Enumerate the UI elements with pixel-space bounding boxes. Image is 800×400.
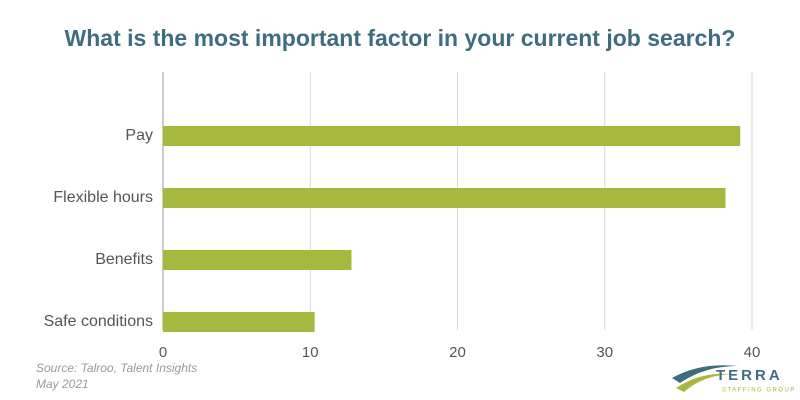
x-tick-label: 20 (449, 344, 466, 361)
bar (163, 126, 741, 146)
x-tick-label: 0 (159, 344, 167, 361)
logo-name: TERRA (716, 367, 783, 384)
y-tick-label: Flexible hours (53, 189, 153, 206)
y-tick-label: Pay (125, 127, 153, 144)
x-tick-label: 40 (744, 344, 761, 361)
logo: TERRA STAFFING GROUP (672, 365, 796, 394)
x-tick-label: 10 (302, 344, 319, 361)
source: Source: Talroo, Talent Insights (36, 361, 197, 375)
logo-swoosh (676, 373, 730, 392)
x-tick-label: 30 (596, 344, 613, 361)
chart-title: What is the most important factor in you… (65, 25, 736, 51)
source-date: May 2021 (36, 377, 89, 391)
logo-tagline: STAFFING GROUP (722, 388, 796, 394)
bar (163, 250, 352, 270)
logo-swoosh (672, 365, 738, 383)
bar (163, 312, 315, 332)
y-tick-label: Safe conditions (44, 313, 153, 330)
y-tick-label: Benefits (95, 251, 153, 268)
bar (163, 188, 726, 208)
